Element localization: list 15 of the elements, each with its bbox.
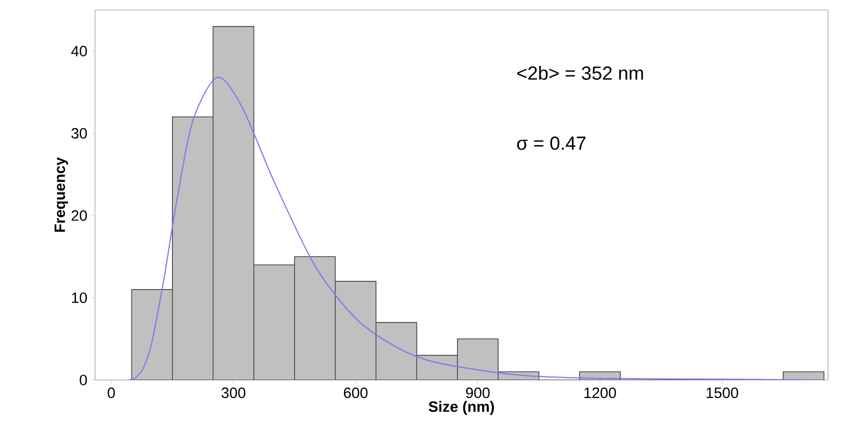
y-tick-label: 30 <box>71 128 87 139</box>
y-axis-title: Frequency <box>54 157 68 232</box>
y-tick-label: 10 <box>72 292 87 304</box>
x-tick-label: 600 <box>344 388 368 398</box>
annotation: σ = 0.47 <box>517 136 586 150</box>
y-tick-label: 20 <box>72 210 87 221</box>
y-tick-label: 40 <box>71 46 87 56</box>
x-tick-label: 1500 <box>706 388 738 398</box>
x-tick-label: 900 <box>466 388 490 398</box>
x-tick-label: 1200 <box>584 388 616 398</box>
x-tick-label: 0 <box>108 388 115 398</box>
y-tick-label: 0 <box>80 374 87 386</box>
x-tick-label: 300 <box>222 388 246 398</box>
annotation: <2b> = 352 nm <box>517 66 643 80</box>
x-axis-title: Size (nm) <box>428 400 494 415</box>
